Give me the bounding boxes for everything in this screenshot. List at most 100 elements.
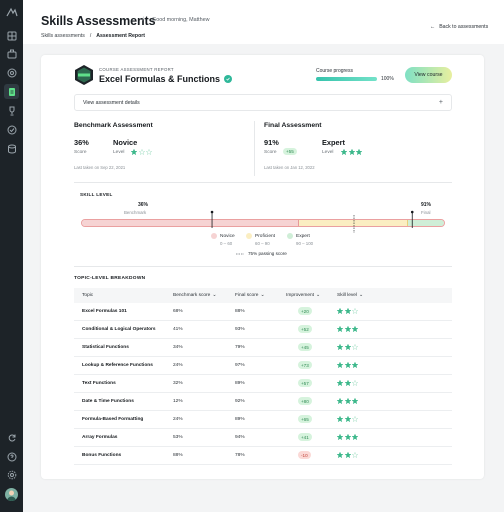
star-filled-icon xyxy=(356,149,362,155)
breadcrumb-current: Assessment Report xyxy=(96,33,146,39)
skill-level-stars xyxy=(337,434,358,440)
report-card: COURSE ASSESSMENT REPORT Excel Formulas … xyxy=(41,55,484,479)
topic-name: Formula-Based Formatting xyxy=(82,417,144,422)
refresh-icon[interactable] xyxy=(4,430,19,445)
benchmark-score-cell: 68% xyxy=(173,309,183,314)
help-icon[interactable] xyxy=(4,449,19,464)
column-header-improvement[interactable]: Improvement ⌄ xyxy=(286,293,321,298)
star-empty-icon xyxy=(352,380,358,386)
star-filled-icon xyxy=(344,434,351,440)
topic-name: Date & Time Functions xyxy=(82,399,134,404)
course-title: Excel Formulas & Functions xyxy=(99,74,233,84)
benchmark-score-cell: 53% xyxy=(173,435,183,440)
topic-name: Conditional & Logical Operators xyxy=(82,327,156,332)
star-filled-icon xyxy=(344,398,351,404)
table-row[interactable]: Statistical Functions 34% 79% +45 xyxy=(74,339,452,357)
table-row[interactable]: Array Formulas 53% 94% +41 xyxy=(74,429,452,447)
final-marker-value: 91% xyxy=(421,202,432,208)
database-icon[interactable] xyxy=(4,141,19,156)
course-name: Excel Formulas & Functions xyxy=(99,74,221,84)
dashboard-icon[interactable] xyxy=(4,28,19,43)
settings-icon[interactable] xyxy=(4,467,19,482)
improvement-badge: +80 xyxy=(298,397,312,405)
star-empty-icon xyxy=(138,149,145,155)
final-score-cell: 92% xyxy=(235,399,245,404)
topic-name: Excel Formulas 101 xyxy=(82,309,127,314)
sort-icon: ⌄ xyxy=(316,293,321,298)
column-header-final[interactable]: Final score ⌄ xyxy=(235,293,265,298)
divider xyxy=(74,266,452,267)
sort-icon: ⌄ xyxy=(359,293,364,298)
final-heading: Final Assessment xyxy=(264,122,322,129)
report-icon[interactable] xyxy=(4,84,19,99)
details-label: View assessment details xyxy=(83,99,140,106)
star-filled-icon xyxy=(352,398,358,404)
assessment-details-toggle[interactable]: View assessment details + xyxy=(74,94,452,111)
progress-fill xyxy=(316,77,377,81)
skill-level-stars xyxy=(337,416,358,422)
star-filled-icon xyxy=(352,326,358,332)
view-course-button[interactable]: View course xyxy=(405,67,452,83)
final-level-label: Level xyxy=(322,150,334,155)
check-circle-icon[interactable] xyxy=(4,122,19,137)
benchmark-score-cell: 32% xyxy=(173,381,183,386)
table-header: Topic Benchmark score ⌄ Final score ⌄ Impr… xyxy=(74,288,452,303)
skill-segment-novice xyxy=(82,220,300,226)
target-icon[interactable] xyxy=(4,65,19,80)
star-filled-icon xyxy=(337,434,343,440)
star-filled-icon xyxy=(337,344,343,350)
improvement-badge: +73 xyxy=(298,361,312,369)
star-filled-icon xyxy=(337,398,343,404)
benchmark-heading: Benchmark Assessment xyxy=(74,122,153,129)
skill-level-stars xyxy=(337,362,358,368)
avatar[interactable] xyxy=(5,488,18,501)
benchmark-stars xyxy=(131,149,152,155)
final-score-label: Score xyxy=(264,150,277,155)
star-filled-icon xyxy=(344,344,351,350)
legend-swatch xyxy=(246,233,252,239)
skill-level-stars xyxy=(337,398,358,404)
sort-icon: ⌄ xyxy=(212,293,217,298)
column-header-skill-level[interactable]: Skill level ⌄ xyxy=(337,293,364,298)
star-filled-icon xyxy=(337,416,343,422)
briefcase-icon[interactable] xyxy=(4,46,19,61)
legend-swatch xyxy=(287,233,293,239)
skill-markers xyxy=(210,210,414,233)
table-row[interactable]: Date & Time Functions 12% 92% +80 xyxy=(74,393,452,411)
star-filled-icon xyxy=(352,362,358,368)
legend-range: 90 – 100 xyxy=(296,241,314,246)
skill-level-title: SKILL LEVEL xyxy=(80,192,113,197)
improvement-badge: +57 xyxy=(298,379,312,387)
benchmark-score: 36% xyxy=(74,138,89,147)
skill-level-stars xyxy=(337,326,358,332)
breadcrumb-link[interactable]: Skills assessments xyxy=(41,33,85,39)
sidebar xyxy=(0,0,23,512)
score-delta-badge: +55 xyxy=(283,148,297,155)
star-filled-icon xyxy=(344,380,351,386)
legend-label: Expert xyxy=(296,233,310,239)
final-stars xyxy=(341,149,362,155)
final-taken-date: Last taken on Jan 12, 2022 xyxy=(264,165,315,170)
table-row[interactable]: Conditional & Logical Operators 41% 93% +52 xyxy=(74,321,452,339)
divider xyxy=(254,121,255,176)
logo-icon xyxy=(6,7,18,17)
breadcrumb-separator: / xyxy=(89,33,92,39)
topic-name: Statistical Functions xyxy=(82,345,129,350)
benchmark-level-label: Level xyxy=(113,150,125,155)
table-row[interactable]: Formula-Based Formatting 24% 89% +65 xyxy=(74,411,452,429)
benchmark-taken-date: Last taken on Sep 22, 2021 xyxy=(74,165,126,170)
table-row[interactable]: Excel Formulas 101 68% 88% +20 xyxy=(74,303,452,321)
back-link[interactable]: ← Back to assessments xyxy=(430,24,488,30)
final-score: 91% xyxy=(264,138,279,147)
trophy-icon[interactable] xyxy=(4,103,19,118)
table-row[interactable]: Lookup & Reference Functions 24% 97% +73 xyxy=(74,357,452,375)
course-badge-icon xyxy=(75,65,93,85)
improvement-badge: +41 xyxy=(298,433,312,441)
table-row[interactable]: Bonus Functions 88% 78% -10 xyxy=(74,447,452,465)
star-empty-icon xyxy=(352,416,358,422)
topic-name: Bonus Functions xyxy=(82,453,122,458)
column-header-topic[interactable]: Topic xyxy=(82,293,94,298)
table-row[interactable]: Text Functions 32% 89% +57 xyxy=(74,375,452,393)
legend-label: Proficient xyxy=(255,233,275,239)
column-header-benchmark[interactable]: Benchmark score ⌄ xyxy=(173,293,217,298)
